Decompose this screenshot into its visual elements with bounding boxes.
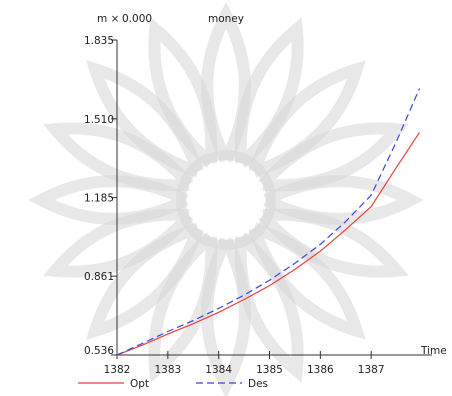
series-line-opt	[116, 132, 421, 356]
y-variable-label: m ×	[97, 13, 119, 25]
y-tick-label: 1.185	[84, 193, 114, 205]
y-tick-label: 1.510	[84, 114, 114, 126]
legend-label-opt: Opt	[130, 378, 149, 390]
watermark-petal	[258, 122, 409, 192]
x-tick-label: 1387	[358, 364, 385, 376]
series-line-des	[116, 88, 421, 356]
y-value-readout: 0.000	[122, 13, 152, 25]
watermark-petal	[248, 60, 366, 178]
legend: Opt Des	[78, 378, 268, 390]
y-tick-label: 0.861	[84, 271, 114, 283]
watermark-ring	[176, 150, 276, 250]
watermark-rosette-icon	[28, 2, 424, 396]
x-tick-label: 1383	[154, 364, 181, 376]
x-axis-ticks: 1382 1383 1384 1385 1386 1387	[104, 351, 385, 376]
series-layer	[116, 88, 421, 356]
y-axis-ticks: 0.536 0.861 1.185 1.510 1.835	[84, 35, 117, 357]
x-tick-label: 1384	[205, 364, 232, 376]
x-tick-label: 1382	[104, 364, 131, 376]
legend-label-des: Des	[248, 378, 268, 390]
x-axis-label: Time	[420, 345, 447, 357]
x-tick-label: 1385	[256, 364, 283, 376]
y-tick-label: 1.835	[84, 35, 114, 47]
y-tick-label: 0.536	[84, 345, 114, 357]
x-tick-label: 1386	[307, 364, 334, 376]
chart-title: money	[208, 13, 244, 25]
